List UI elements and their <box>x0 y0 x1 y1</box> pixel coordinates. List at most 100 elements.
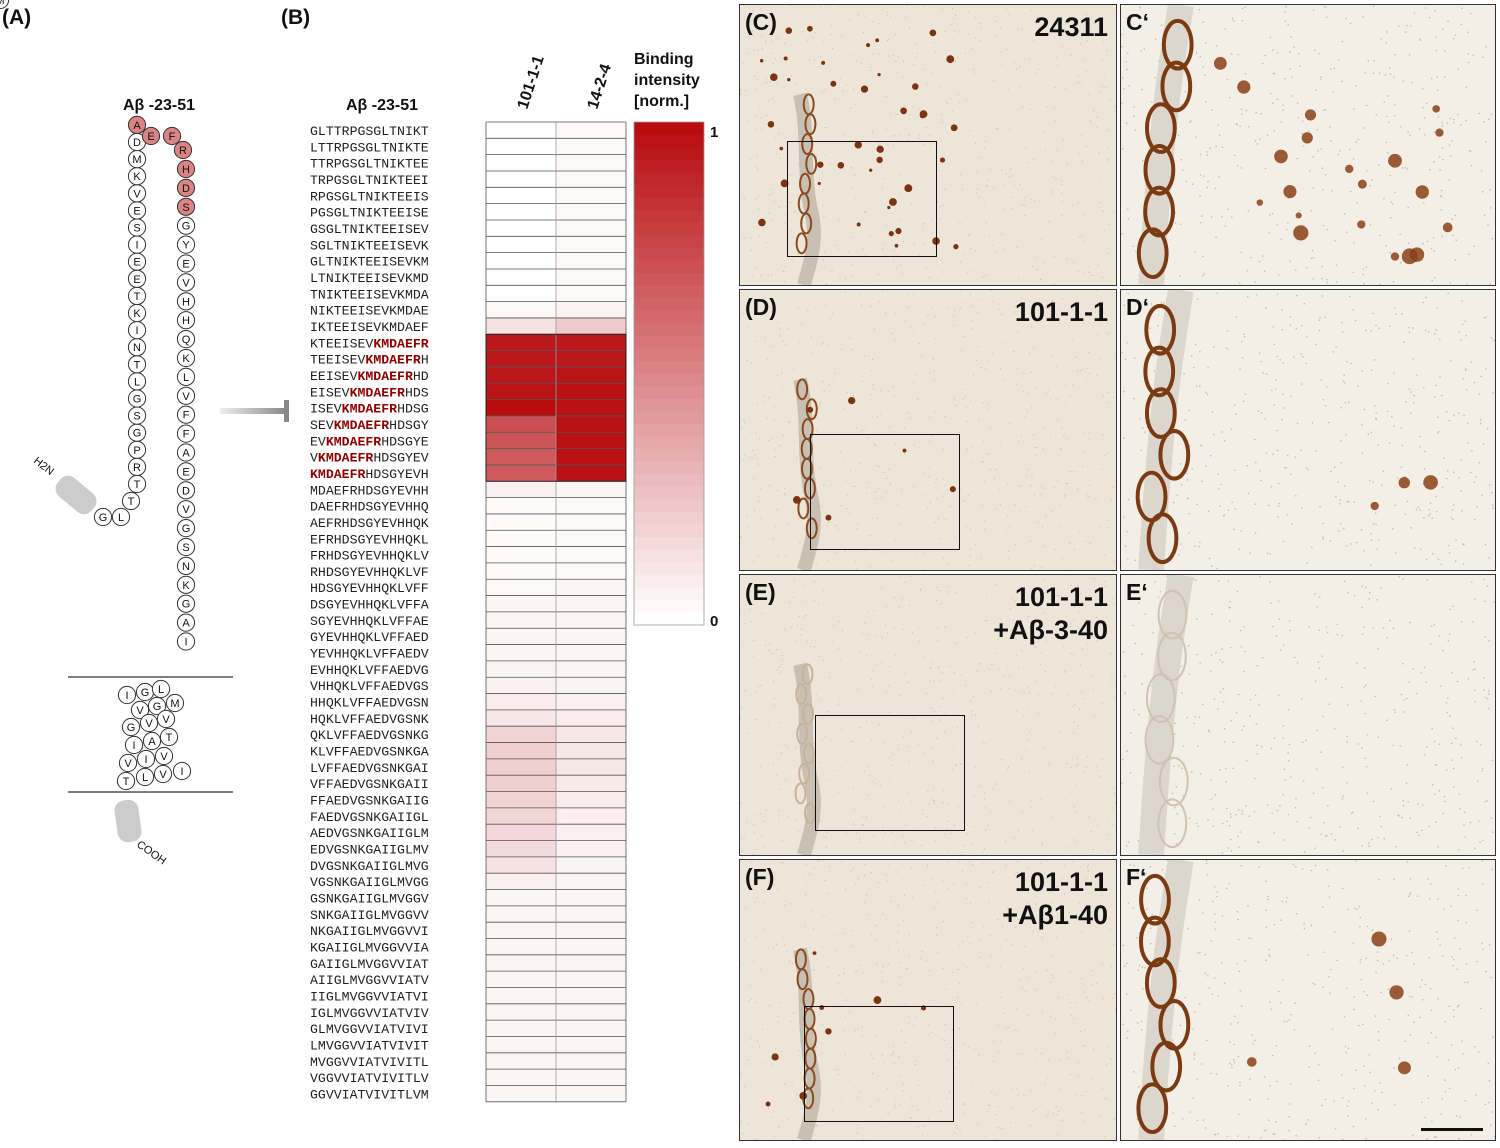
heat-cell-51-1 <box>486 938 556 955</box>
heat-cell-55-1 <box>486 1003 556 1021</box>
heat-cell-2-1 <box>486 138 556 155</box>
micrograph-e-zoom: E‘ <box>1120 574 1496 856</box>
vessel-track <box>793 947 821 1140</box>
amyloid-plaque <box>900 107 907 115</box>
heat-cell-27-2 <box>556 546 626 563</box>
micrograph-e-overview: (E) 101-1-1 +Aβ-3-40 <box>739 574 1117 856</box>
vessel-profile <box>804 113 817 136</box>
heat-cell-13-1 <box>486 317 556 335</box>
legend-step <box>634 298 704 312</box>
svg-text:F: F <box>183 429 190 441</box>
svg-text:H: H <box>182 296 190 308</box>
heat-cell-41-1 <box>486 775 556 792</box>
heat-cell-53-2 <box>556 971 626 988</box>
micrograph-f-overview: (F) 101-1-1 +Aβ1-40 <box>739 859 1117 1141</box>
peptide-label: EISEVKMDAEFRHDS <box>310 385 429 400</box>
svg-text:P: P <box>133 445 140 457</box>
peptide-label: YEVHHQKLVFFAEDV <box>310 647 429 662</box>
peptide-label: MVGGVVIATVIVITL <box>310 1055 429 1070</box>
legend-step <box>634 448 704 463</box>
amyloid-plaque <box>771 1053 779 1061</box>
peptide-label: LTTRPGSGLTNIKTE <box>310 140 429 155</box>
amyloid-plaque <box>939 157 946 163</box>
legend-step <box>634 386 704 400</box>
amyloid-plaque <box>785 27 793 34</box>
heat-cell-57-2 <box>556 1036 626 1053</box>
panel-e-title: 101-1-1 +Aβ-3-40 <box>993 581 1108 647</box>
residue-M-58: M <box>165 693 185 713</box>
residue-H-36: H <box>176 292 196 311</box>
amyloid-plaque <box>877 73 881 77</box>
amyloid-plaque <box>876 145 884 154</box>
svg-text:R: R <box>179 145 187 157</box>
peptide-label: GYEVHHQKLVFFAED <box>310 630 429 645</box>
legend-step <box>634 549 704 563</box>
legend-border <box>633 121 705 626</box>
svg-text:L: L <box>134 376 140 388</box>
zoom-plaque <box>1398 477 1410 489</box>
residue-V-35: V <box>176 273 196 292</box>
vessel-profile <box>794 782 807 805</box>
svg-text:L: L <box>142 772 148 784</box>
vessel-profile <box>803 477 816 500</box>
peptide-label: IKTEEISEVKMDAEF <box>310 320 429 335</box>
heat-cell-46-1 <box>486 856 556 874</box>
zoom-plaque <box>1345 164 1354 174</box>
heat-cell-23-2 <box>556 481 626 498</box>
heat-cell-22-1 <box>486 464 556 482</box>
legend-step <box>634 222 704 236</box>
micrograph-f-zoom: F‘ <box>1120 859 1496 1141</box>
legend-step <box>634 587 704 601</box>
peptide-label: TTRPGSGLTNIKTEE <box>310 157 429 172</box>
residue-L-2: L <box>111 507 131 527</box>
svg-text:T: T <box>134 479 141 491</box>
svg-text:A: A <box>182 448 190 460</box>
peptide-label: KTEEISEVKMDAEFR <box>310 336 429 351</box>
residue-T-71: T <box>116 771 136 791</box>
heat-cell-8-1 <box>486 236 556 253</box>
residue-D-30: D <box>176 178 196 197</box>
peptide-label: EVHHQKLVFFAEDVG <box>310 663 429 678</box>
panel-d-label: (D) <box>745 294 777 320</box>
legend-step <box>634 260 704 274</box>
zoom-plaque <box>1357 220 1366 229</box>
vessel-profile <box>796 722 809 745</box>
svg-text:A: A <box>182 618 190 630</box>
legend-step <box>634 184 704 198</box>
vessel-wall <box>1157 798 1188 849</box>
amyloid-plaque <box>848 396 856 405</box>
zoom-plaque <box>1435 128 1444 137</box>
heat-cell-51-2 <box>556 938 626 955</box>
heat-cell-12-1 <box>486 301 556 318</box>
heat-cell-18-2 <box>556 399 626 416</box>
svg-text:G: G <box>182 523 191 535</box>
heat-cell-11-2 <box>556 285 626 302</box>
peptide-label: FFAEDVGSNKGAIIG <box>310 794 429 809</box>
svg-text:S: S <box>182 542 189 554</box>
peptide-label: DSGYEVHHQKLVFFA <box>310 598 429 613</box>
column-label-14-2-4: 14-2-4 <box>585 62 615 111</box>
svg-text:Y: Y <box>182 240 190 252</box>
heat-cell-35-1 <box>486 677 556 694</box>
peptide-label: LVFFAEDVGSNKGAI <box>310 761 429 776</box>
vessel-profile <box>802 703 815 725</box>
heat-cell-30-2 <box>556 595 626 612</box>
heat-cell-24-1 <box>486 497 556 514</box>
zoom-plaque <box>1388 153 1402 168</box>
svg-text:I: I <box>180 766 183 778</box>
legend-step <box>634 235 704 249</box>
amyloid-plaque <box>817 161 824 168</box>
vessel-wall <box>1144 715 1175 765</box>
heat-cell-54-2 <box>556 987 626 1004</box>
residue-K-51: K <box>176 575 196 594</box>
residue-G-61: G <box>121 717 141 737</box>
heat-cell-21-1 <box>486 448 556 465</box>
residue-F-43: F <box>176 424 196 443</box>
residue-G-32: G <box>176 216 196 235</box>
svg-text:S: S <box>182 202 189 214</box>
vessel-wall <box>1136 227 1169 280</box>
residue-F-27: F <box>162 126 182 146</box>
zoom-plaque <box>1389 985 1404 1000</box>
heat-cell-1-2 <box>556 122 626 139</box>
vessel-wall <box>1143 185 1175 238</box>
